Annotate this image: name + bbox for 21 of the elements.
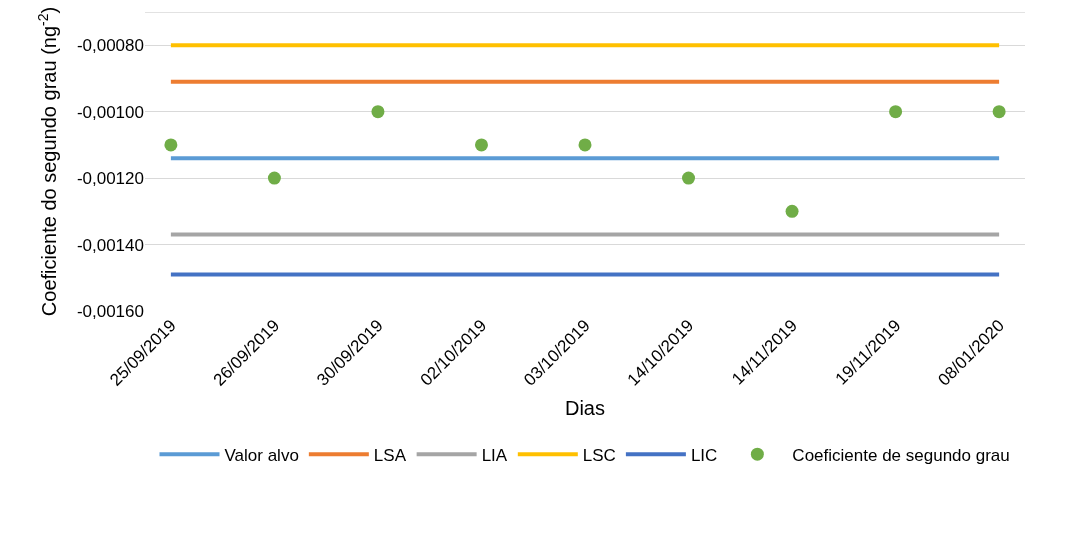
point [578, 138, 592, 152]
point [785, 204, 799, 218]
point [474, 138, 488, 152]
legend-label: Valor alvo [224, 445, 299, 465]
legend-label: LIA [481, 445, 508, 465]
x-axis-title: Dias [564, 397, 606, 420]
point [371, 105, 385, 119]
point [267, 171, 281, 185]
point [889, 105, 903, 119]
legend-label: Coeficiente de segundo grau [792, 445, 1010, 465]
point [164, 138, 178, 152]
y-tick-label: -0,00160 [76, 301, 144, 321]
y-tick-label: -0,00140 [76, 235, 144, 255]
point [992, 105, 1006, 119]
y-tick-label: -0,00120 [76, 169, 144, 189]
legend-label: LIC [690, 445, 718, 465]
y-tick-label: -0,00080 [76, 36, 144, 56]
legend-label: LSA [373, 445, 407, 465]
point [682, 171, 696, 185]
y-tick-label: -0,00100 [76, 102, 144, 122]
legend-label: LSC [582, 445, 616, 465]
